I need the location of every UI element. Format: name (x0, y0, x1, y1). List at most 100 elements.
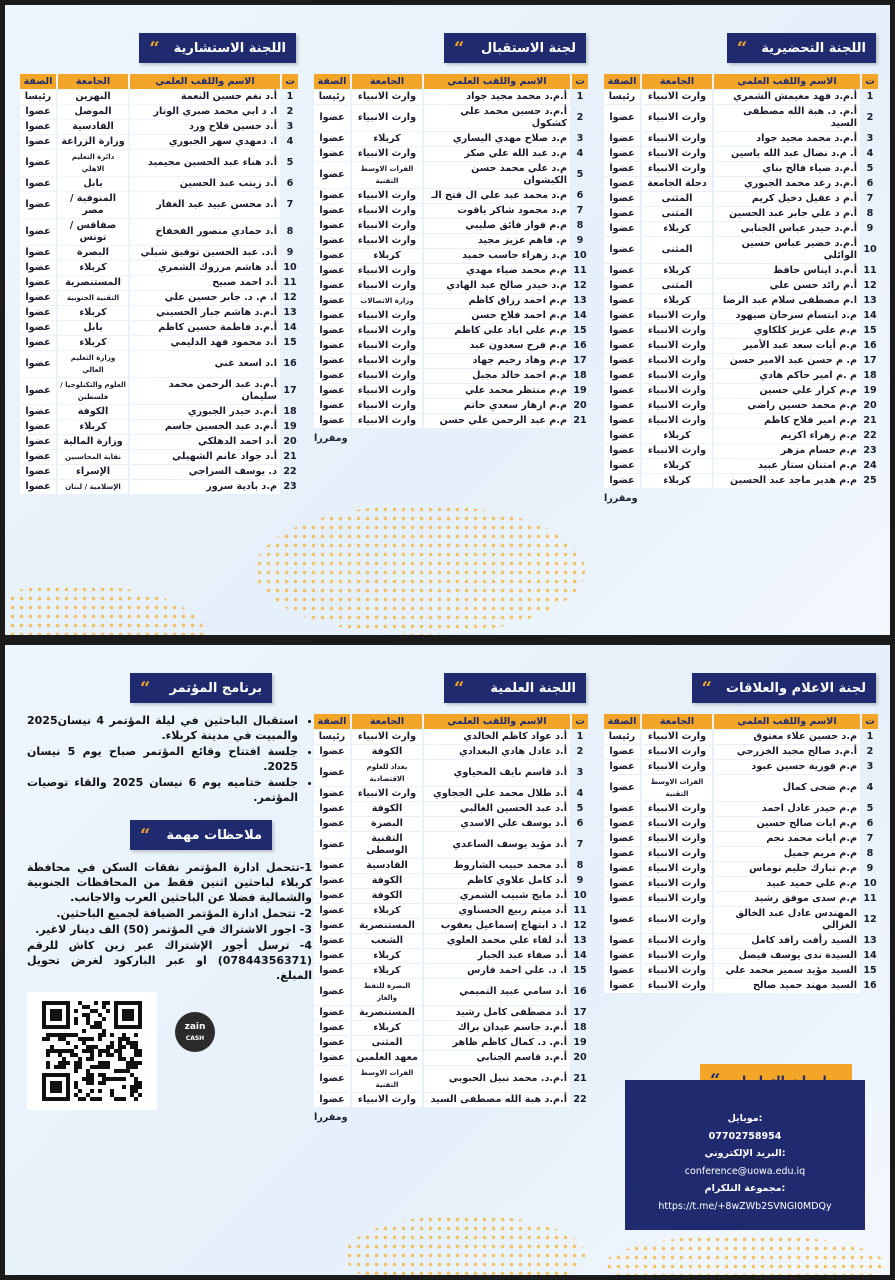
qr-module (46, 1065, 50, 1069)
qr-module (78, 1061, 82, 1065)
cell-role: عضوا (20, 276, 56, 290)
title-text: برنامج المؤتمر (169, 680, 262, 696)
email-link[interactable]: conference@uowa.edu.iq (684, 1165, 806, 1177)
cell-role: عضوا (604, 309, 640, 323)
qr-module (66, 1049, 70, 1053)
qr-module (74, 1017, 78, 1021)
cell-name: أ.د محسن عبيد عبد الغفار (130, 192, 280, 218)
cell-university: وارث الانبياء (352, 787, 422, 801)
cell-index: 7 (576, 205, 584, 216)
qr-module (98, 1049, 102, 1053)
col-name-header: الاسم واللقب العلمي (424, 74, 570, 89)
cell-role: عضوا (314, 339, 350, 353)
cell-role: عضوا (604, 105, 640, 131)
cell-index: 18 (283, 406, 297, 417)
cell-name: م.د صلاح مهدي اليساري (424, 132, 570, 146)
telegram-link[interactable]: https://t.me/+8wZWb2SVNGI0MDQy (658, 1200, 832, 1212)
cell-name: أ.م.د حيدر الجبوري (130, 405, 280, 419)
qr-module (82, 1037, 86, 1041)
qr-module (98, 1033, 102, 1037)
cell-name: م.د علي محمد حسن الكيشوان (424, 162, 570, 188)
qr-module (130, 1093, 134, 1097)
qr-module (110, 1053, 114, 1057)
qr-module (118, 1037, 122, 1041)
cell-role: عضوا (314, 309, 350, 323)
qr-module (118, 1077, 122, 1081)
cell-role: عضوا (314, 1093, 350, 1107)
cell-role: عضوا (604, 817, 640, 831)
table-header-row: ت الاسم واللقب العلمي الجامعة الصفة (314, 74, 588, 89)
cell-name: أ.م.د هاشم جبار الحسيني (130, 306, 280, 320)
qr-module (122, 1069, 126, 1073)
cell-role: عضوا (20, 105, 56, 119)
table-row: 11 م.م محمد ضياء مهدي وارث الانبياء عضوا (314, 264, 588, 278)
cell-index: 4 (866, 148, 874, 159)
cell-name: م.م احمد رزاق كاظم (424, 294, 570, 308)
qr-module (86, 1077, 90, 1081)
cell-role: رئيسا (604, 730, 640, 744)
table-row: 4 أ.د طلال محمد علي الججاوي وارث الانبياء ع… (314, 787, 588, 801)
program-title: برنامج المؤتمر “ (130, 673, 272, 703)
cell-index: 6 (866, 818, 874, 829)
cell-university: وزارة المالية (58, 435, 128, 449)
cell-role: عضوا (314, 264, 350, 278)
col-role-header: الصفة (314, 714, 350, 729)
table-row: 20 أ.د احمد الدهلكي وزارة المالية عضوا (20, 435, 298, 449)
cell-role: عضوا (604, 132, 640, 146)
cell-name: م.م عبد الرحمن علي حسن (424, 414, 570, 428)
cell-university: كربلاء (58, 420, 128, 434)
cell-university: المستنصرية (352, 919, 422, 933)
cell-index: 23 (283, 481, 297, 492)
qr-module (62, 1057, 66, 1061)
cell-university: المثنى (352, 1036, 422, 1050)
table-row: 13 م.م احمد رزاق كاظم وزارة الاتصالات عضوا (314, 294, 588, 308)
cell-index: 9 (866, 863, 874, 874)
media-table: ت الاسم واللقب العلمي الجامعة الصفة 1 م.د حسي… (602, 713, 880, 994)
qr-module (106, 1049, 110, 1053)
table-header-row: ت الاسم واللقب العلمي الجامعة الصفة (20, 74, 298, 89)
cell-name: م.د حسين علاء معتوق (714, 730, 860, 744)
qr-module (102, 1081, 106, 1085)
cell-name: م.م محمد حسين راضي (714, 399, 860, 413)
cell-name: م.م ايات محمد نجم (714, 832, 860, 846)
mobile-number[interactable]: 07702758954 (708, 1130, 782, 1142)
table-row: 1 أ.د عواد كاظم الخالدي وارث الانبياء رئيسا (314, 730, 588, 744)
cell-university: الفرات الاوسط التقنية (642, 775, 712, 801)
cell-name: أ.د نغم حسين النعمة (130, 90, 280, 104)
cell-role: عضوا (314, 279, 350, 293)
qr-module (134, 1041, 138, 1045)
rapporteur-note: ومقررا (314, 433, 348, 444)
cell-role: عضوا (20, 150, 56, 176)
table-row: 14 م.د ابتسام سرحان صيهود وارث الانبياء عضو… (604, 309, 878, 323)
cell-name: م.م زهراء اكريم (714, 429, 860, 443)
cell-name: أ.د حمادي منصور الفخفاخ (130, 219, 280, 245)
qr-module (98, 1073, 102, 1077)
qr-module (62, 1049, 66, 1053)
table-row: 18 م.م احمد خالد مجبل وارث الانبياء عضوا (314, 369, 588, 383)
cell-university: وارث الانبياء (642, 444, 712, 458)
qr-module (74, 1021, 78, 1025)
cell-name: أ.د محمد حبيب الشاروط (424, 859, 570, 873)
cell-university: وارث الانبياء (642, 399, 712, 413)
table-row: 21 أ.د جواد غانم الشهيلي نقابة المحاسبين عض… (20, 450, 298, 464)
cell-index: 12 (863, 914, 877, 925)
qr-module (90, 1097, 94, 1101)
cell-role: عضوا (20, 321, 56, 335)
qr-code[interactable] (27, 992, 157, 1110)
cell-role: عضوا (314, 354, 350, 368)
dots-decoration (5, 585, 205, 635)
cell-university: الفرات الاوسط التقنية (352, 1066, 422, 1092)
cell-index: 19 (283, 421, 297, 432)
cell-name: م.م مريم جميل (714, 847, 860, 861)
cell-index: 21 (863, 415, 877, 426)
cell-role: عضوا (604, 459, 640, 473)
advisory-table: ت الاسم واللقب العلمي الجامعة الصفة 1 أ.د نغم… (18, 73, 300, 495)
cell-name: م.م فرح سعدون عبد (424, 339, 570, 353)
cell-name: أ.د لقاء علي محمد العلوي (424, 934, 570, 948)
cell-name: أ.د ميثم ربيع الحسناوي (424, 904, 570, 918)
cell-index: 10 (863, 878, 877, 889)
qr-module (118, 1097, 122, 1101)
qr-module (102, 1049, 106, 1053)
title-text: لجنة الاعلام والعلاقات (726, 680, 866, 696)
table-row: 5 أ.م.د ضياء فالح بناي وارث الانبياء عضوا (604, 162, 878, 176)
